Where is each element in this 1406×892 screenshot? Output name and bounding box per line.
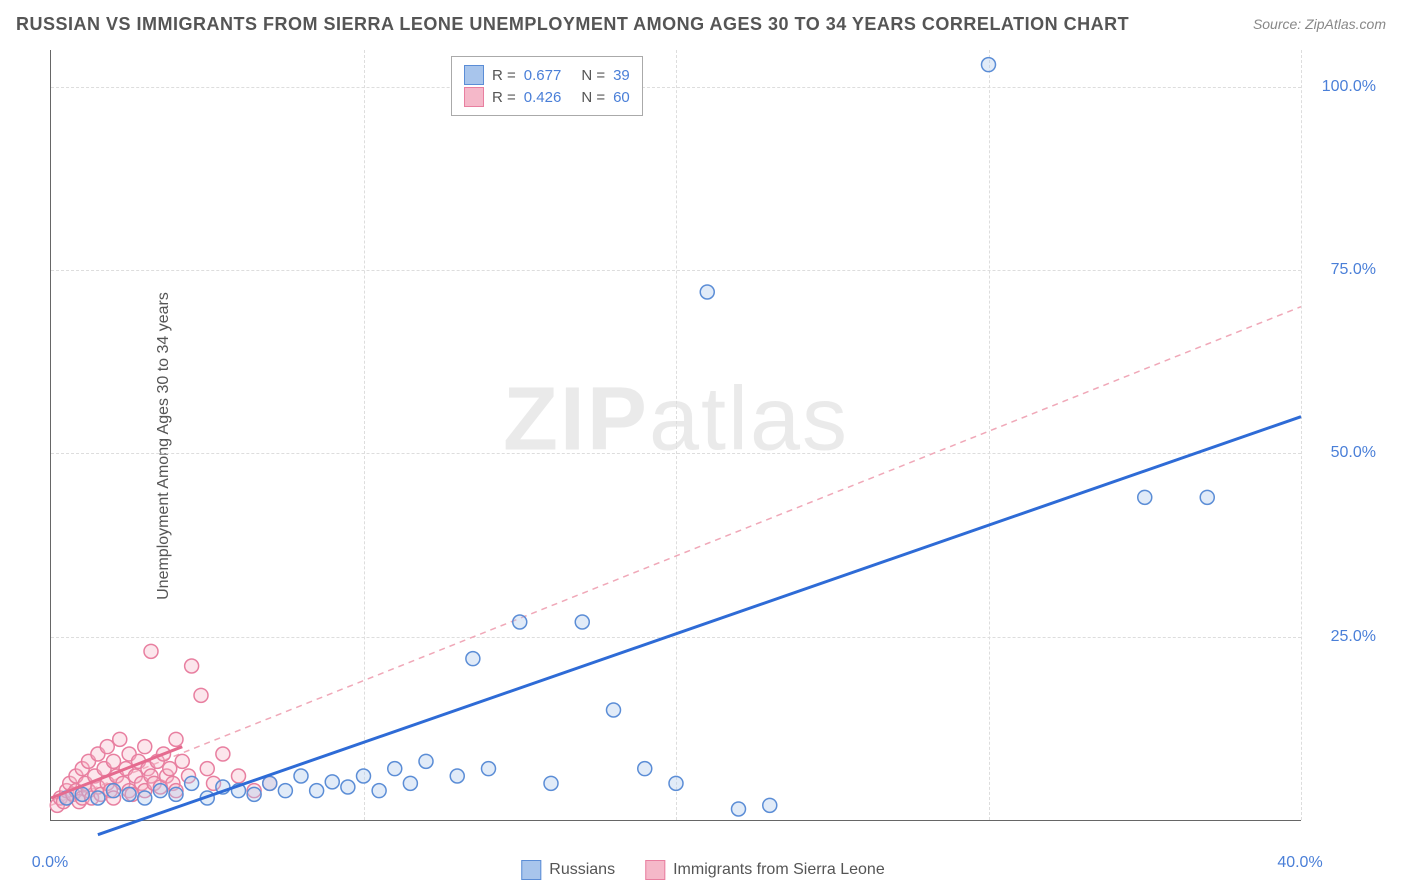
scatter-point bbox=[185, 776, 199, 790]
scatter-point bbox=[216, 747, 230, 761]
scatter-point bbox=[372, 784, 386, 798]
chart-title: RUSSIAN VS IMMIGRANTS FROM SIERRA LEONE … bbox=[16, 14, 1129, 35]
scatter-point bbox=[466, 652, 480, 666]
scatter-point bbox=[107, 754, 121, 768]
scatter-point bbox=[113, 732, 127, 746]
y-tick-label: 75.0% bbox=[1331, 261, 1376, 279]
stats-legend: R = 0.677 N = 39 R = 0.426 N = 60 bbox=[451, 56, 643, 116]
scatter-point bbox=[91, 791, 105, 805]
scatter-point bbox=[138, 740, 152, 754]
scatter-point bbox=[513, 615, 527, 629]
scatter-point bbox=[982, 58, 996, 72]
scatter-point bbox=[732, 802, 746, 816]
stat-n-value: 60 bbox=[613, 89, 630, 106]
source-attribution: Source: ZipAtlas.com bbox=[1253, 16, 1386, 32]
scatter-point bbox=[263, 776, 277, 790]
legend-swatch bbox=[464, 65, 484, 85]
stat-n-label: N = bbox=[581, 89, 605, 106]
scatter-point bbox=[638, 762, 652, 776]
scatter-point bbox=[388, 762, 402, 776]
stats-legend-row: R = 0.426 N = 60 bbox=[464, 87, 630, 107]
trend-line-dashed bbox=[51, 307, 1301, 806]
scatter-point bbox=[325, 775, 339, 789]
scatter-point bbox=[138, 791, 152, 805]
plot-area: ZIPatlas R = 0.677N = 39R = 0.426N = 60 bbox=[50, 50, 1301, 821]
scatter-point bbox=[357, 769, 371, 783]
scatter-point bbox=[122, 787, 136, 801]
y-tick-label: 50.0% bbox=[1331, 444, 1376, 462]
legend-swatch bbox=[521, 860, 541, 880]
scatter-point bbox=[1200, 490, 1214, 504]
scatter-point bbox=[247, 787, 261, 801]
legend-swatch bbox=[645, 860, 665, 880]
scatter-point bbox=[341, 780, 355, 794]
scatter-point bbox=[1138, 490, 1152, 504]
trend-line bbox=[98, 417, 1301, 835]
legend-label: Immigrants from Sierra Leone bbox=[673, 861, 885, 879]
chart-container: RUSSIAN VS IMMIGRANTS FROM SIERRA LEONE … bbox=[0, 0, 1406, 892]
y-tick-label: 100.0% bbox=[1322, 78, 1376, 96]
scatter-point bbox=[607, 703, 621, 717]
scatter-point bbox=[200, 762, 214, 776]
scatter-point bbox=[107, 784, 121, 798]
scatter-point bbox=[169, 732, 183, 746]
scatter-point bbox=[763, 798, 777, 812]
stat-r-label: R = bbox=[492, 67, 516, 84]
stat-r-value: 0.426 bbox=[524, 89, 562, 106]
scatter-point bbox=[278, 784, 292, 798]
scatter-point bbox=[669, 776, 683, 790]
plot-svg bbox=[51, 50, 1301, 820]
scatter-point bbox=[175, 754, 189, 768]
scatter-point bbox=[450, 769, 464, 783]
scatter-point bbox=[169, 787, 183, 801]
scatter-point bbox=[419, 754, 433, 768]
bottom-legend-item: Immigrants from Sierra Leone bbox=[645, 860, 885, 880]
stat-n-label: N = bbox=[581, 67, 605, 84]
scatter-point bbox=[482, 762, 496, 776]
scatter-point bbox=[544, 776, 558, 790]
legend-label: Russians bbox=[549, 861, 615, 879]
scatter-point bbox=[100, 740, 114, 754]
scatter-point bbox=[185, 659, 199, 673]
scatter-point bbox=[700, 285, 714, 299]
scatter-point bbox=[163, 762, 177, 776]
scatter-point bbox=[310, 784, 324, 798]
scatter-point bbox=[194, 688, 208, 702]
stat-n-value: 39 bbox=[613, 67, 630, 84]
scatter-point bbox=[75, 787, 89, 801]
scatter-point bbox=[144, 644, 158, 658]
stats-legend-row: R = 0.677 N = 39 bbox=[464, 65, 630, 85]
bottom-legend-item: Russians bbox=[521, 860, 615, 880]
scatter-point bbox=[153, 784, 167, 798]
scatter-point bbox=[232, 769, 246, 783]
stat-r-label: R = bbox=[492, 89, 516, 106]
scatter-point bbox=[294, 769, 308, 783]
legend-swatch bbox=[464, 87, 484, 107]
stat-r-value: 0.677 bbox=[524, 67, 562, 84]
grid-line-vertical bbox=[1301, 50, 1302, 820]
x-tick-label: 0.0% bbox=[32, 854, 68, 872]
bottom-legend: Russians Immigrants from Sierra Leone bbox=[521, 860, 884, 880]
scatter-point bbox=[575, 615, 589, 629]
x-tick-label: 40.0% bbox=[1277, 854, 1322, 872]
y-tick-label: 25.0% bbox=[1331, 628, 1376, 646]
scatter-point bbox=[403, 776, 417, 790]
